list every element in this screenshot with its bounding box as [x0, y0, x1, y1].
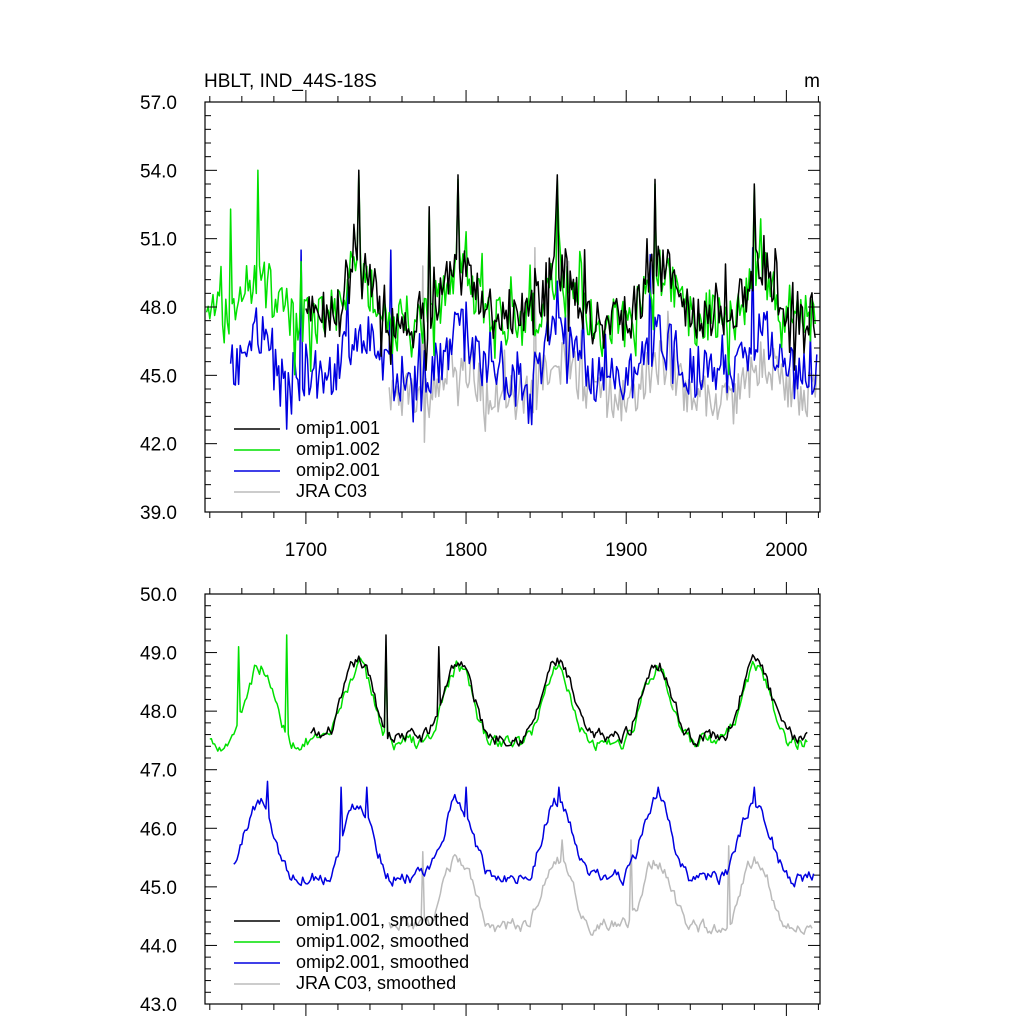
legend-label: omip1.002 — [296, 439, 380, 459]
legend-label: omip1.002, smoothed — [296, 931, 469, 951]
y-tick-label: 48.0 — [140, 298, 177, 319]
bottom-y-tick-labels: 43.0 44.0 45.0 46.0 47.0 48.0 49.0 50.0 — [140, 585, 177, 1016]
series-line — [233, 780, 815, 888]
units-label: m — [804, 71, 820, 92]
panel-bottom: 43.0 44.0 45.0 46.0 47.0 48.0 49.0 50.0 … — [140, 582, 821, 1016]
y-tick-label: 39.0 — [140, 503, 177, 524]
legend-label: omip2.001 — [296, 460, 380, 480]
x-tick-label: 1900 — [605, 540, 647, 561]
x-tick-label: 1800 — [445, 540, 487, 561]
bottom-plot-frame — [204, 593, 821, 1005]
top-x-tick-labels: 1700 1800 1900 2000 — [285, 540, 808, 561]
y-tick-label: 44.0 — [140, 936, 177, 957]
legend-label: JRA C03 — [296, 481, 367, 501]
bottom-legend: omip1.001, smoothed omip1.002, smoothed … — [234, 910, 469, 993]
top-series-lines — [205, 169, 818, 443]
y-tick-label: 57.0 — [140, 93, 177, 114]
legend-label: omip2.001, smoothed — [296, 952, 469, 972]
y-tick-label: 47.0 — [140, 761, 177, 782]
bottom-series-lines — [209, 634, 815, 936]
y-tick-label: 46.0 — [140, 819, 177, 840]
bottom-axis-ticks — [205, 582, 820, 1016]
y-tick-label: 42.0 — [140, 435, 177, 456]
top-y-tick-labels: 39.0 42.0 45.0 48.0 51.0 54.0 57.0 — [140, 93, 177, 524]
panel-top: HBLT, IND_44S-18S m 39.0 42.0 45.0 48.0 … — [140, 71, 821, 561]
top-axis-ticks — [205, 90, 820, 524]
y-tick-label: 45.0 — [140, 366, 177, 387]
legend-label: JRA C03, smoothed — [296, 973, 456, 993]
x-tick-label: 2000 — [765, 540, 807, 561]
legend-label: omip1.001, smoothed — [296, 910, 469, 930]
series-line — [310, 634, 808, 748]
y-tick-label: 45.0 — [140, 878, 177, 899]
series-line — [229, 247, 818, 430]
y-tick-label: 54.0 — [140, 161, 177, 182]
top-legend: omip1.001 omip1.002 omip2.001 JRA C03 — [234, 418, 380, 501]
legend-label: omip1.001 — [296, 418, 380, 438]
series-line — [209, 634, 808, 752]
y-tick-label: 43.0 — [140, 995, 177, 1016]
y-tick-label: 48.0 — [140, 702, 177, 723]
series-line — [305, 169, 816, 371]
y-tick-label: 50.0 — [140, 585, 177, 606]
chart-title: HBLT, IND_44S-18S — [204, 71, 377, 92]
series-line — [388, 839, 813, 936]
x-tick-label: 1700 — [285, 540, 327, 561]
y-tick-label: 51.0 — [140, 230, 177, 251]
y-tick-label: 49.0 — [140, 644, 177, 665]
